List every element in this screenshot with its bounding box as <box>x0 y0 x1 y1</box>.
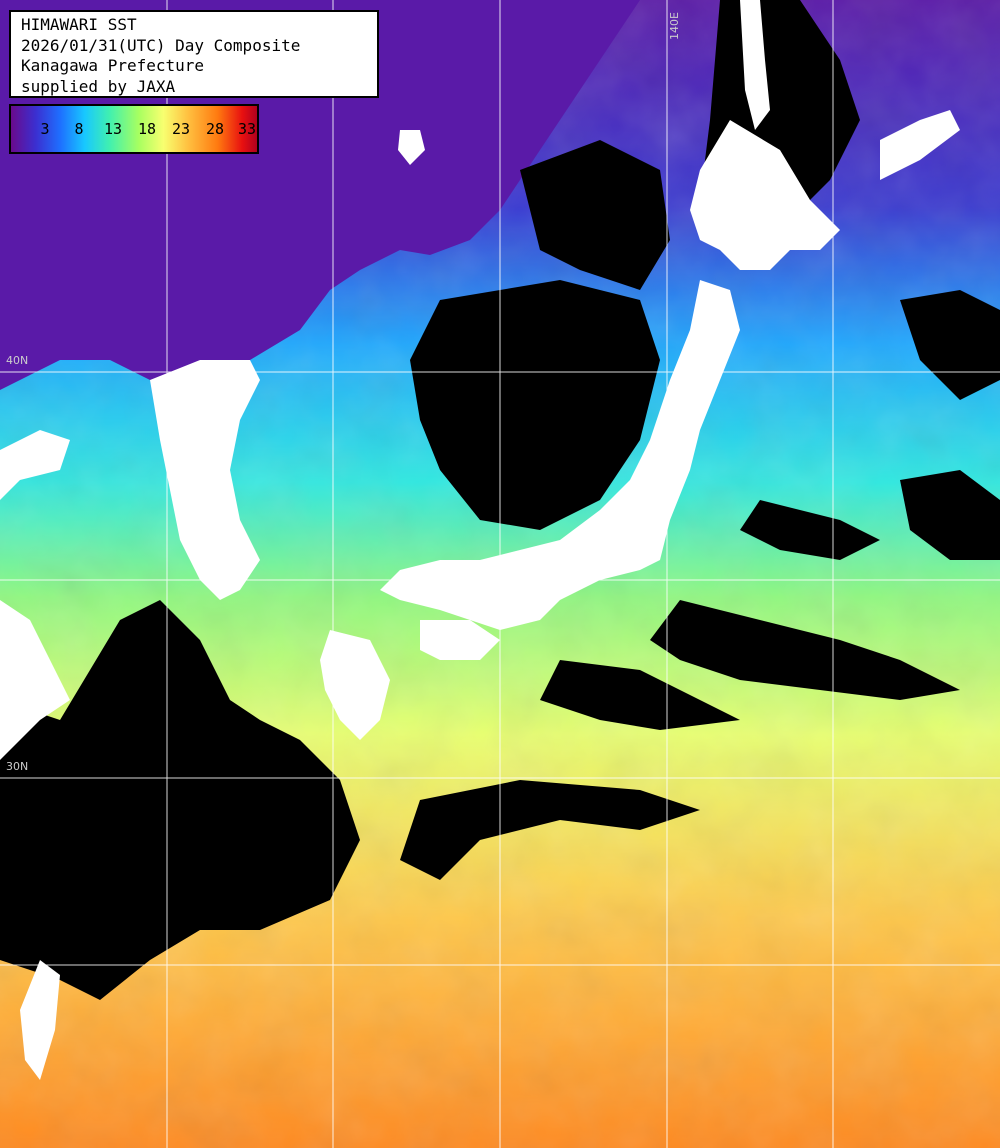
title-line-credit: supplied by JAXA <box>21 76 176 96</box>
title-box: HIMAWARI SST 2026/01/31(UTC) Day Composi… <box>9 10 379 98</box>
korean-peninsula <box>150 360 260 600</box>
legend-tick: 3 <box>40 120 50 138</box>
legend-tick: 33 <box>237 120 257 138</box>
taiwan <box>20 960 60 1080</box>
color-scale-legend: 3 8 13 18 23 28 33 <box>9 104 259 154</box>
landmass <box>0 0 960 1080</box>
ulleungdo-island <box>398 130 425 165</box>
legend-tick: 13 <box>103 120 123 138</box>
legend-tick: 8 <box>74 120 84 138</box>
lat-30-label: 30N <box>6 760 29 773</box>
lat-40-label: 40N <box>6 354 29 367</box>
mainland-china-coast <box>0 430 70 760</box>
legend-tick: 23 <box>171 120 191 138</box>
honshu <box>380 280 740 630</box>
kuril-islands <box>880 110 960 180</box>
shikoku <box>420 620 500 660</box>
kyushu <box>320 630 390 740</box>
title-line-region: Kanagawa Prefecture <box>21 56 205 75</box>
legend-tick: 18 <box>137 120 157 138</box>
hokkaido <box>690 120 840 270</box>
title-line-date: 2026/01/31(UTC) Day Composite <box>21 35 301 55</box>
legend-tick: 28 <box>205 120 225 138</box>
title-line-product: HIMAWARI SST <box>21 15 137 34</box>
legend-ticks: 3 8 13 18 23 28 33 <box>11 120 257 140</box>
lon-140-label: 140E <box>668 12 681 40</box>
sakhalin <box>740 0 770 130</box>
